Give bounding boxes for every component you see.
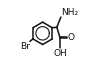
Text: NH₂: NH₂ [61, 8, 79, 17]
Text: OH: OH [53, 49, 67, 58]
Text: O: O [68, 33, 75, 42]
Text: Br: Br [20, 42, 30, 51]
